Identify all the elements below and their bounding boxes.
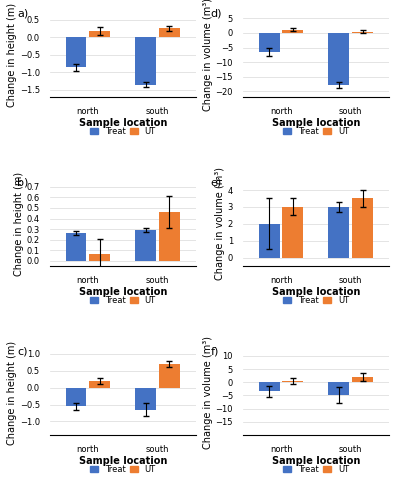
Bar [259, 33, 280, 52]
Y-axis label: Change in volume (m³): Change in volume (m³) [203, 336, 213, 450]
X-axis label: Sample location: Sample location [78, 118, 167, 128]
Legend: Treat, UT: Treat, UT [86, 124, 159, 139]
Bar [352, 377, 373, 382]
Y-axis label: Change in volume (m³): Change in volume (m³) [203, 0, 213, 112]
Y-axis label: Change in height (m): Change in height (m) [7, 340, 17, 445]
Bar [352, 32, 373, 33]
Y-axis label: Change in volume (m³): Change in volume (m³) [215, 168, 225, 280]
X-axis label: Sample location: Sample location [272, 456, 360, 466]
X-axis label: Sample location: Sample location [78, 456, 167, 466]
X-axis label: Sample location: Sample location [272, 118, 360, 128]
Text: f): f) [211, 346, 219, 356]
X-axis label: Sample location: Sample location [272, 288, 360, 298]
Bar [89, 381, 110, 388]
Bar [352, 198, 373, 258]
Text: c): c) [17, 346, 28, 356]
Bar [328, 207, 349, 258]
Bar [282, 381, 303, 382]
Legend: Treat, UT: Treat, UT [86, 462, 159, 477]
Legend: Treat, UT: Treat, UT [280, 292, 352, 308]
Bar [159, 28, 180, 37]
Bar [66, 37, 86, 67]
Text: b): b) [17, 178, 29, 188]
Bar [282, 30, 303, 33]
Bar [259, 224, 280, 258]
Bar [135, 37, 156, 84]
Bar [282, 207, 303, 258]
Text: d): d) [211, 8, 222, 18]
Y-axis label: Change in height (m): Change in height (m) [7, 2, 17, 107]
Bar [159, 212, 180, 260]
X-axis label: Sample location: Sample location [78, 288, 167, 298]
Bar [89, 31, 110, 37]
Text: a): a) [17, 8, 29, 18]
Legend: Treat, UT: Treat, UT [86, 292, 159, 308]
Bar [135, 388, 156, 409]
Bar [66, 234, 86, 260]
Legend: Treat, UT: Treat, UT [280, 462, 352, 477]
Bar [328, 382, 349, 396]
Bar [159, 364, 180, 388]
Text: e): e) [211, 178, 222, 188]
Bar [66, 388, 86, 406]
Bar [135, 230, 156, 260]
Bar [328, 33, 349, 86]
Bar [259, 382, 280, 392]
Bar [89, 254, 110, 260]
Y-axis label: Change in height (m): Change in height (m) [14, 172, 24, 276]
Legend: Treat, UT: Treat, UT [280, 124, 352, 139]
